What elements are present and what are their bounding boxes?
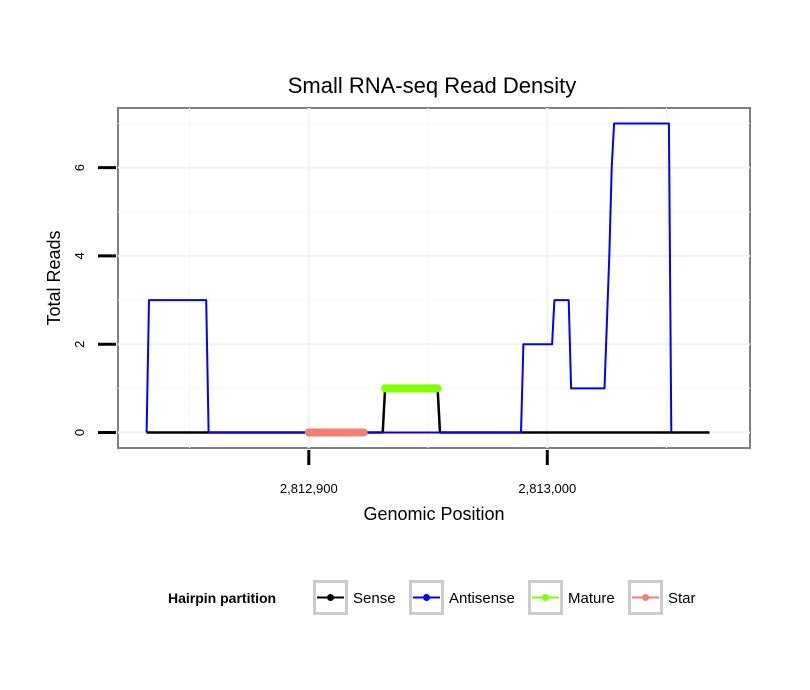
y-tick-label: 0 [72,429,87,436]
y-tick-label: 4 [72,252,87,259]
axis-ticks: 2,812,900 2,813,000 0 2 4 6 [72,164,576,496]
y-tick-label: 2 [72,341,87,348]
legend-dot-mature [542,594,549,601]
y-tick-label: 6 [72,164,87,171]
legend-label-star: Star [668,590,696,607]
plot-panel [117,107,751,449]
x-tick-label: 2,812,900 [280,481,338,496]
legend-dot-star [642,594,649,601]
legend: Hairpin partition Sense Antisense Mature St… [168,580,696,615]
chart-title: Small RNA-seq Read Density [288,73,577,98]
series-lines [145,122,710,437]
legend-dot-sense [327,594,334,601]
y-axis-title: Total Reads [44,230,64,325]
legend-dot-antisense [423,594,430,601]
legend-label-mature: Mature [568,590,615,607]
legend-title: Hairpin partition [168,590,276,606]
series-line-antisense [145,122,673,434]
legend-label-sense: Sense [353,590,396,607]
x-axis-title: Genomic Position [363,504,504,524]
legend-label-antisense: Antisense [449,590,515,607]
x-tick-label: 2,813,000 [518,481,576,496]
